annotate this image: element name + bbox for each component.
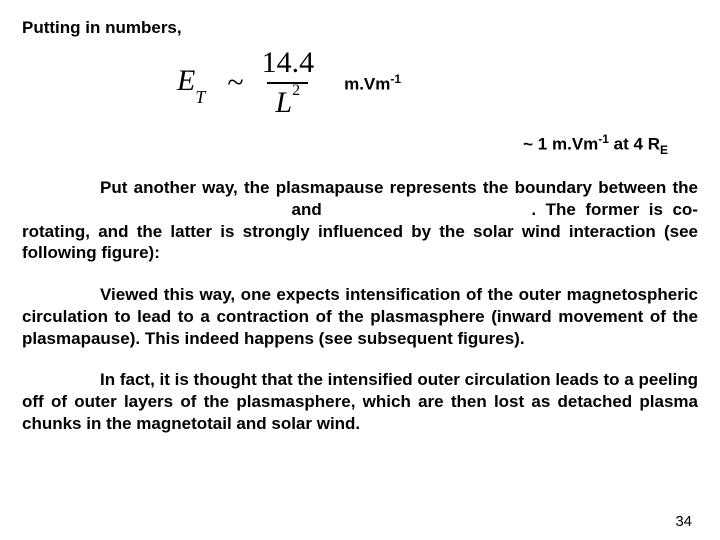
formula-fraction: 14.4 L2 bbox=[254, 46, 323, 120]
para1-a: Put another way, the plasmapause represe… bbox=[100, 178, 698, 197]
page-number: 34 bbox=[675, 513, 692, 530]
formula: ET ~ 14.4 L2 bbox=[177, 46, 322, 120]
at-sub: E bbox=[660, 143, 668, 157]
formula-e: E bbox=[177, 64, 195, 97]
at-prefix: ~ 1 m.Vm bbox=[523, 135, 598, 154]
at-mid: at 4 R bbox=[609, 135, 660, 154]
at-line: ~ 1 m.Vm-1 at 4 RE bbox=[22, 132, 698, 157]
unit-exp: -1 bbox=[390, 72, 401, 86]
para1-c: . The former is co-rotating, and the lat… bbox=[22, 200, 698, 263]
formula-sub-t: T bbox=[195, 87, 205, 107]
paragraph-1: Put another way, the plasmapause represe… bbox=[22, 177, 698, 264]
formula-den-exp: 2 bbox=[292, 82, 300, 99]
at-exp: -1 bbox=[598, 132, 609, 146]
formula-unit: m.Vm-1 bbox=[344, 72, 401, 95]
paragraph-2: Viewed this way, one expects intensifica… bbox=[22, 284, 698, 349]
para3-text: In fact, it is thought that the intensif… bbox=[22, 370, 698, 433]
formula-tilde: ~ bbox=[227, 66, 243, 100]
paragraph-3: In fact, it is thought that the intensif… bbox=[22, 369, 698, 434]
heading: Putting in numbers, bbox=[22, 18, 698, 38]
formula-lhs: ET bbox=[177, 64, 205, 102]
formula-numerator: 14.4 bbox=[254, 46, 323, 82]
para1-b: and bbox=[292, 200, 322, 219]
formula-den-base: L bbox=[275, 86, 292, 119]
formula-denominator: L2 bbox=[267, 82, 308, 120]
para2-text: Viewed this way, one expects intensifica… bbox=[22, 285, 698, 348]
unit-prefix: m.Vm bbox=[344, 74, 390, 93]
formula-row: ET ~ 14.4 L2 m.Vm-1 bbox=[177, 46, 698, 120]
